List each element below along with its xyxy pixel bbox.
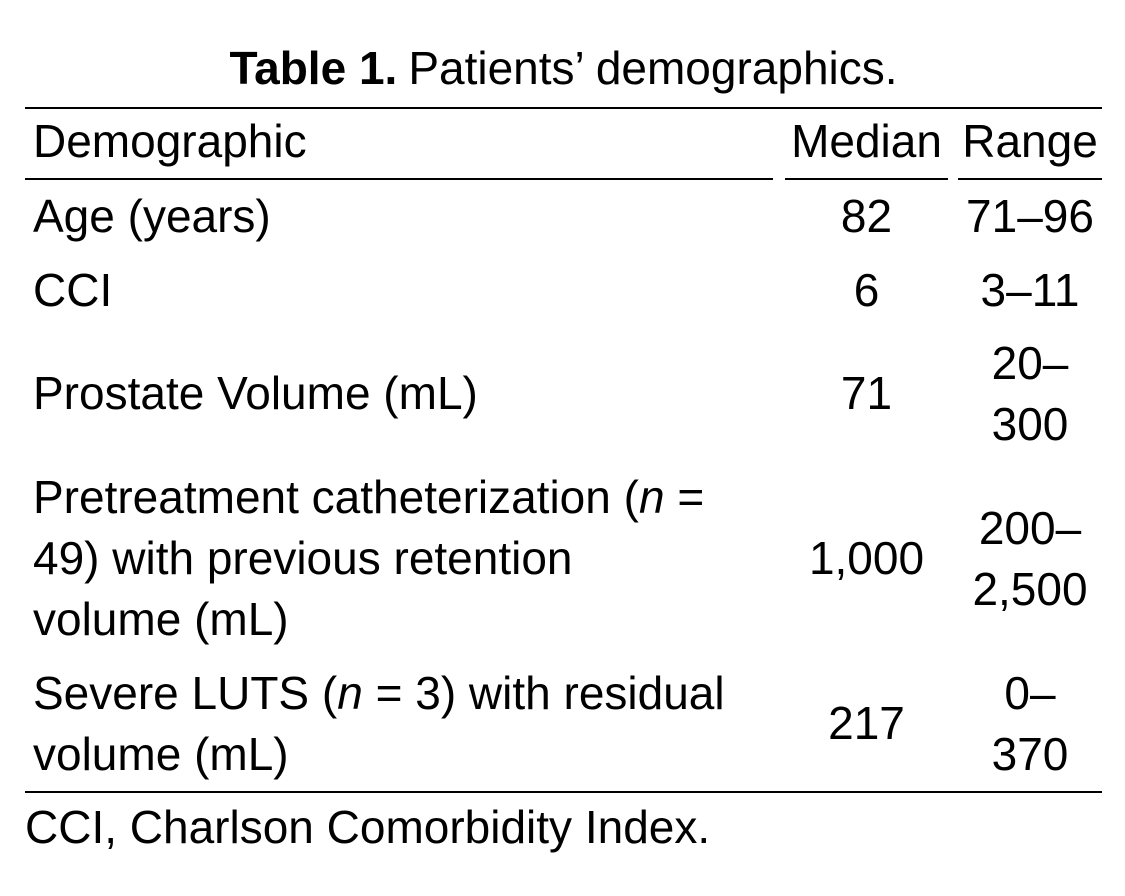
cell-demographic: Prostate Volume (mL) — [33, 367, 478, 420]
column-header-median: Median — [773, 109, 948, 181]
cell-median: 71 — [840, 367, 893, 420]
table-title: Table 1. Patients’ demographics. — [25, 38, 1102, 99]
cell-range: 0– 370 — [991, 666, 1069, 780]
cell-demographic: Age (years) — [33, 190, 271, 243]
cell-range: 71–96 — [966, 190, 1094, 243]
table-row-prostate-volume: Prostate Volume (mL) 71 20– 300 — [25, 327, 1102, 461]
header-row: Demographic Median Range — [25, 109, 1102, 181]
cell-median: 82 — [840, 190, 893, 243]
column-header-range: Range — [948, 109, 1102, 181]
table-caption: Patients’ demographics. — [408, 42, 898, 94]
cell-demographic: CCI — [33, 263, 113, 316]
table-number-label: Table 1. — [229, 42, 398, 94]
cell-range: 20– 300 — [991, 336, 1069, 450]
cell-demographic: Severe LUTS (n = 3) with residual volume… — [33, 666, 725, 780]
table-row-cci: CCI 6 3–11 — [25, 254, 1102, 327]
table-row-age: Age (years) 82 71–96 — [25, 180, 1102, 253]
cell-median: 6 — [853, 263, 880, 316]
cell-demographic: Pretreatment catheterization (n = 49) wi… — [33, 471, 705, 646]
table-figure: Table 1. Patients’ demographics. Demograp… — [25, 38, 1102, 853]
table-row-pretreatment-catheterization: Pretreatment catheterization (n = 49) wi… — [25, 461, 1102, 657]
demographics-table: Demographic Median Range Age (years) 82 … — [25, 107, 1102, 793]
table-footnote: CCI, Charlson Comorbidity Index. — [25, 800, 711, 853]
cell-range: 3–11 — [980, 263, 1080, 316]
cell-range: 200– 2,500 — [972, 501, 1088, 615]
cell-median: 1,000 — [808, 532, 925, 585]
column-header-demographic: Demographic — [25, 109, 773, 181]
cell-median: 217 — [828, 697, 905, 750]
table-row-severe-luts: Severe LUTS (n = 3) with residual volume… — [25, 657, 1102, 791]
